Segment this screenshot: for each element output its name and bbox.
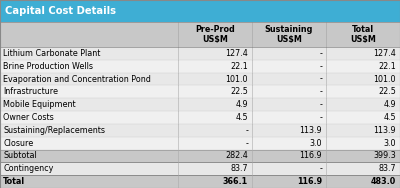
- Text: 366.1: 366.1: [223, 177, 248, 186]
- FancyBboxPatch shape: [0, 137, 400, 149]
- Text: 3.0: 3.0: [384, 139, 396, 148]
- Text: 113.9: 113.9: [299, 126, 322, 135]
- Text: -: -: [319, 113, 322, 122]
- Text: -: -: [319, 164, 322, 173]
- Text: Total: Total: [3, 177, 25, 186]
- Text: 22.5: 22.5: [230, 87, 248, 96]
- Text: 282.4: 282.4: [225, 152, 248, 160]
- FancyBboxPatch shape: [0, 175, 400, 188]
- Text: Brine Production Wells: Brine Production Wells: [3, 62, 93, 71]
- FancyBboxPatch shape: [0, 47, 400, 60]
- FancyBboxPatch shape: [0, 86, 400, 98]
- Text: Contingency: Contingency: [3, 164, 54, 173]
- Text: Capital Cost Details: Capital Cost Details: [5, 6, 116, 16]
- Text: 399.3: 399.3: [373, 152, 396, 160]
- Text: -: -: [319, 100, 322, 109]
- FancyBboxPatch shape: [252, 22, 326, 47]
- Text: -: -: [319, 49, 322, 58]
- FancyBboxPatch shape: [0, 124, 400, 137]
- Text: -: -: [319, 62, 322, 71]
- Text: 4.9: 4.9: [235, 100, 248, 109]
- Text: Total
US$M: Total US$M: [350, 25, 376, 44]
- Text: Infrastructure: Infrastructure: [3, 87, 58, 96]
- Text: Pre-Prod
US$M: Pre-Prod US$M: [195, 25, 235, 44]
- FancyBboxPatch shape: [178, 22, 252, 47]
- Text: Subtotal: Subtotal: [3, 152, 37, 160]
- Text: 22.1: 22.1: [378, 62, 396, 71]
- Text: Sustaining
US$M: Sustaining US$M: [265, 25, 313, 44]
- Text: 127.4: 127.4: [373, 49, 396, 58]
- FancyBboxPatch shape: [0, 0, 400, 22]
- Text: 116.9: 116.9: [299, 152, 322, 160]
- FancyBboxPatch shape: [0, 73, 400, 86]
- Text: Owner Costs: Owner Costs: [3, 113, 54, 122]
- Text: 113.9: 113.9: [373, 126, 396, 135]
- Text: -: -: [319, 87, 322, 96]
- FancyBboxPatch shape: [0, 162, 400, 175]
- Text: 4.9: 4.9: [383, 100, 396, 109]
- FancyBboxPatch shape: [0, 22, 178, 47]
- Text: Evaporation and Concentration Pond: Evaporation and Concentration Pond: [3, 75, 151, 83]
- Text: Lithium Carbonate Plant: Lithium Carbonate Plant: [3, 49, 100, 58]
- FancyBboxPatch shape: [0, 149, 400, 162]
- Text: -: -: [319, 75, 322, 83]
- FancyBboxPatch shape: [326, 22, 400, 47]
- Text: Sustaining/Replacements: Sustaining/Replacements: [3, 126, 105, 135]
- Text: 3.0: 3.0: [310, 139, 322, 148]
- Text: -: -: [245, 139, 248, 148]
- FancyBboxPatch shape: [0, 60, 400, 73]
- Text: Closure: Closure: [3, 139, 34, 148]
- Text: 4.5: 4.5: [383, 113, 396, 122]
- Text: 22.5: 22.5: [378, 87, 396, 96]
- Text: -: -: [245, 126, 248, 135]
- Text: 116.9: 116.9: [297, 177, 322, 186]
- Text: 22.1: 22.1: [230, 62, 248, 71]
- Text: 127.4: 127.4: [225, 49, 248, 58]
- Text: 101.0: 101.0: [374, 75, 396, 83]
- Text: 83.7: 83.7: [230, 164, 248, 173]
- FancyBboxPatch shape: [0, 111, 400, 124]
- FancyBboxPatch shape: [0, 98, 400, 111]
- Text: 101.0: 101.0: [226, 75, 248, 83]
- Text: Mobile Equipment: Mobile Equipment: [3, 100, 76, 109]
- Text: 4.5: 4.5: [235, 113, 248, 122]
- Text: 483.0: 483.0: [371, 177, 396, 186]
- Text: 83.7: 83.7: [378, 164, 396, 173]
